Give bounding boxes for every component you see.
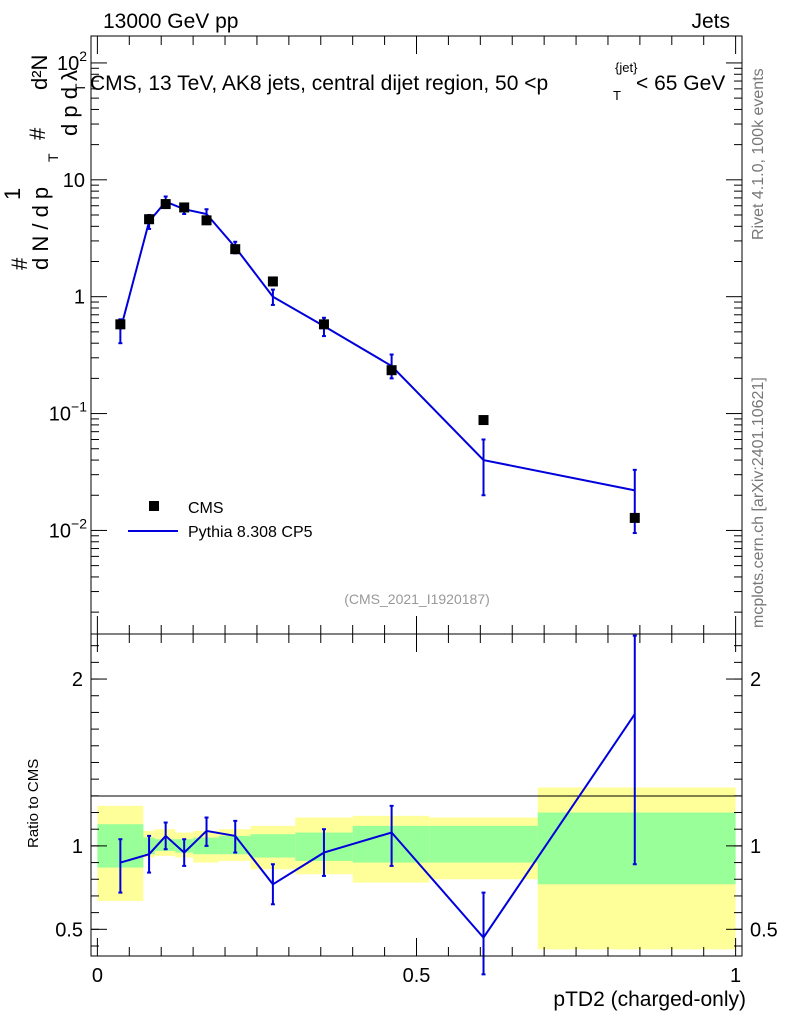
title-main: CMS, 13 TeV, AK8 jets, central dijet reg… <box>90 72 548 95</box>
main-axes: 10−2 10−1 1 10 102 <box>49 36 742 634</box>
main-ytick-label: 10−1 <box>49 399 87 426</box>
plot-title: CMS, 13 TeV, AK8 jets, central dijet reg… <box>90 60 725 103</box>
header-right: Jets <box>691 10 730 33</box>
ylabel-hash-2: # <box>25 127 50 140</box>
cms-point <box>478 415 489 426</box>
ylabel-sub-T-2: T <box>72 83 88 92</box>
cms-point <box>160 199 171 210</box>
ylabel-dN-dpT: d N / d p <box>28 187 53 270</box>
ratio-bands <box>97 787 736 950</box>
ratio-axes: 0.5 0.5 1 1 2 2 0 0.5 1 <box>55 634 778 987</box>
cms-point <box>201 215 212 226</box>
ratio-xtick-label: 0 <box>92 965 103 987</box>
ratio-panel: 0.5 0.5 1 1 2 2 0 0.5 1 Ratio to CMS pTD2 (charg… <box>25 633 778 1011</box>
ratio-band-stat <box>250 834 296 858</box>
main-marks <box>115 195 640 535</box>
ylabel-d2N: d²N <box>27 55 52 90</box>
main-ytick-label: 102 <box>57 48 87 75</box>
header-left: 13000 GeV pp <box>103 10 238 33</box>
title-sub: T <box>613 88 621 103</box>
ylabel-one: 1 <box>0 188 25 200</box>
pythia-line <box>119 200 635 492</box>
watermark-bottom: mcplots.cern.ch [arXiv:2401.10621] <box>750 377 767 628</box>
cms-point <box>115 319 126 330</box>
ratio-ytick-label: 1 <box>72 836 83 858</box>
title-end: < 65 GeV <box>636 72 725 95</box>
cms-point <box>179 202 190 213</box>
ylabel-sub-T-1: T <box>45 153 61 162</box>
ratio-ylabel: Ratio to CMS <box>25 759 42 848</box>
legend: CMS Pythia 8.308 CP5 <box>128 500 313 541</box>
ylabel-dpT-dl: d p d λ <box>57 70 82 136</box>
ratio-ytick-label-right: 1 <box>750 836 761 858</box>
main-frame <box>90 35 743 635</box>
main-ytick-label: 10−2 <box>49 515 87 542</box>
cms-point <box>318 319 329 330</box>
ratio-band-stat <box>537 812 736 885</box>
cms-point <box>386 365 397 376</box>
ratio-frame <box>90 633 743 957</box>
main-ytick-label: 1 <box>74 287 85 309</box>
title-sup: {jet} <box>615 60 638 75</box>
cms-point <box>144 214 155 225</box>
ylabel-hash-1: # <box>7 257 32 270</box>
cms-point <box>230 244 241 255</box>
ratio-ytick-label-right: 2 <box>750 669 761 691</box>
ratio-ytick-label-right: 0.5 <box>750 919 778 941</box>
ratio-xtick-label: 0.5 <box>403 965 431 987</box>
ratio-ytick-label: 2 <box>72 669 83 691</box>
cms-point <box>267 276 278 287</box>
legend-marker-cms <box>149 501 159 511</box>
ratio-xtick-label: 1 <box>730 965 741 987</box>
main-ytick-label: 10 <box>63 170 85 192</box>
ratio-band-stat <box>429 825 538 863</box>
cms-point <box>629 512 640 523</box>
main-panel: 10−2 10−1 1 10 102 (CMS_2021_I1920187) <box>49 35 743 635</box>
ratio-ytick-label: 0.5 <box>55 919 83 941</box>
x-axis-label: pTD2 (charged-only) <box>553 988 746 1011</box>
ratio-marks <box>118 634 637 976</box>
svg-text:CMS, 13 TeV, AK8 jets, central: CMS, 13 TeV, AK8 jets, central dijet reg… <box>90 72 548 95</box>
analysis-id: (CMS_2021_I1920187) <box>344 591 490 607</box>
watermark-top: Rivet 4.1.0, 100k events <box>750 68 767 240</box>
legend-label-pythia: Pythia 8.308 CP5 <box>188 524 313 541</box>
legend-label-cms: CMS <box>188 500 224 517</box>
main-ylabel: # 1 d N / d p T # d p d λ T d²N <box>0 55 88 270</box>
